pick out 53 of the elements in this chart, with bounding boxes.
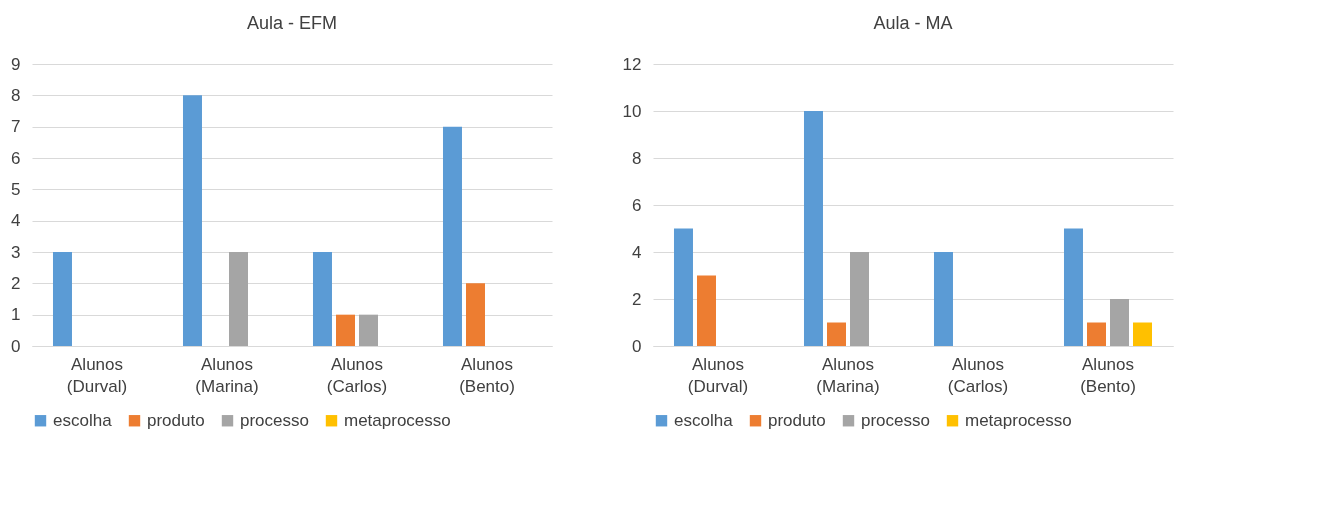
y-tick-label: 2 — [632, 289, 642, 309]
bar — [229, 252, 248, 346]
y-tick-label: 7 — [11, 117, 21, 137]
y-tick-label: 4 — [632, 242, 642, 262]
x-tick-label: Alunos (Durval) — [687, 354, 749, 396]
legend-label: produto — [768, 410, 826, 430]
bar — [442, 126, 462, 346]
y-tick-label: 0 — [11, 336, 21, 356]
y-tick-label: 6 — [11, 148, 21, 168]
chart-title: Aula - EFM — [246, 13, 338, 33]
y-tick-label: 6 — [632, 195, 642, 215]
legend-label: processo — [240, 410, 309, 430]
y-tick-label: 4 — [11, 211, 21, 231]
chart-title: Aula - MA — [873, 13, 953, 33]
x-tick-label: Alunos (Carlos) — [947, 354, 1009, 396]
bar — [52, 252, 72, 346]
bar — [850, 252, 869, 346]
x-tick-label: Alunos (Marina) — [195, 354, 259, 396]
bar — [466, 283, 485, 346]
x-tick-label: Alunos (Durval) — [66, 354, 128, 396]
bar — [827, 322, 846, 346]
x-tick-label: Alunos (Carlos) — [326, 354, 388, 396]
y-tick-label: 5 — [11, 179, 21, 199]
legend-label: escolha — [674, 410, 734, 430]
bar — [359, 314, 378, 346]
legend-label: processo — [861, 410, 930, 430]
y-tick-label: 12 — [622, 54, 642, 74]
y-tick-label: 2 — [11, 273, 21, 293]
y-tick-label: 3 — [11, 242, 21, 262]
bar — [312, 252, 332, 346]
legend-label: metaprocesso — [344, 410, 451, 430]
bar — [803, 111, 823, 346]
bar — [182, 95, 202, 346]
legend-label: produto — [147, 410, 205, 430]
bar — [697, 275, 716, 346]
x-tick-label: Alunos (Bento) — [459, 354, 515, 396]
y-tick-label: 1 — [11, 305, 21, 325]
bar — [1063, 228, 1083, 346]
legend-label: escolha — [53, 410, 113, 430]
y-tick-label: 10 — [622, 101, 642, 121]
bar — [336, 314, 355, 346]
bar — [1133, 322, 1153, 346]
y-tick-label: 8 — [11, 85, 21, 105]
bar — [1110, 299, 1129, 346]
y-tick-label: 0 — [632, 336, 642, 356]
y-tick-label: 9 — [11, 54, 21, 74]
x-tick-label: Alunos (Bento) — [1080, 354, 1136, 396]
legend-label: metaprocesso — [965, 410, 1072, 430]
y-tick-label: 8 — [632, 148, 642, 168]
bar — [1087, 322, 1106, 346]
x-tick-label: Alunos (Marina) — [816, 354, 880, 396]
bar — [673, 228, 693, 346]
bar — [933, 252, 953, 346]
